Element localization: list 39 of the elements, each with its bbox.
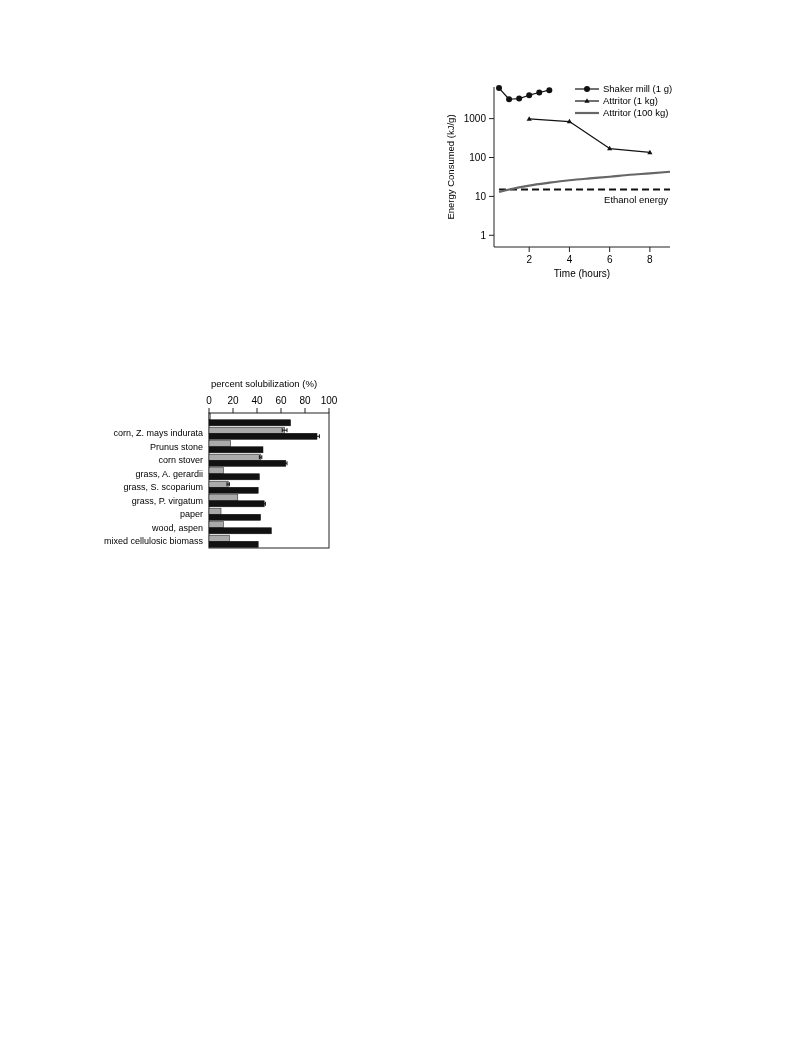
x-tick-label: 6 bbox=[606, 254, 613, 265]
x-axis-title: Time (hours) bbox=[553, 268, 611, 279]
point bbox=[546, 87, 553, 94]
legend-label: Attritor (100 kg) bbox=[603, 107, 669, 119]
x-tick-label: 80 bbox=[299, 395, 311, 406]
x-tick-label: 100 bbox=[320, 395, 338, 406]
y-tick-label: 1000 bbox=[463, 113, 487, 125]
y-axis-title: Energy Consumed (kJ/g) bbox=[445, 114, 456, 220]
y-tick-label: wood, aspen bbox=[150, 522, 203, 533]
point bbox=[526, 116, 532, 121]
y-tick-label: 1 bbox=[480, 229, 487, 241]
y-tick-label: grass, P. virgatum bbox=[131, 495, 203, 506]
y-tick-label: 10 bbox=[474, 190, 487, 202]
y-tick-label: grass, A. gerardii bbox=[135, 468, 203, 479]
y-tick-label: corn, Z. mays indurata bbox=[113, 428, 203, 439]
x-axis-title: percent solubilization (%) bbox=[210, 378, 318, 389]
point bbox=[536, 89, 543, 96]
y-tick-label: Prunus stone bbox=[149, 441, 203, 452]
point bbox=[506, 96, 513, 103]
x-tick-label: 60 bbox=[275, 395, 287, 406]
y-tick-label: mixed cellulosic biomass bbox=[103, 536, 204, 547]
x-tick-label: 4 bbox=[566, 254, 573, 265]
y-tick-label: paper bbox=[179, 509, 203, 520]
point bbox=[516, 95, 523, 102]
y-tick-label: corn stover bbox=[158, 455, 203, 466]
legend-label: Shaker mill (1 g) bbox=[603, 83, 673, 95]
line-series bbox=[497, 170, 672, 194]
x-tick-label: 8 bbox=[647, 254, 654, 265]
point bbox=[496, 85, 503, 92]
x-tick-label: 0 bbox=[206, 395, 213, 406]
ref-line-label: Ethanol energy bbox=[604, 193, 669, 205]
x-tick-label: 40 bbox=[251, 395, 263, 406]
point bbox=[566, 118, 573, 124]
y-tick-label: grass, S. scoparium bbox=[123, 482, 203, 493]
x-tick-label: 20 bbox=[227, 395, 239, 406]
y-tick-label: 100 bbox=[469, 152, 487, 164]
legend-label: Attritor (1 kg) bbox=[603, 95, 658, 107]
point bbox=[526, 92, 533, 99]
x-tick-label: 2 bbox=[526, 254, 533, 265]
